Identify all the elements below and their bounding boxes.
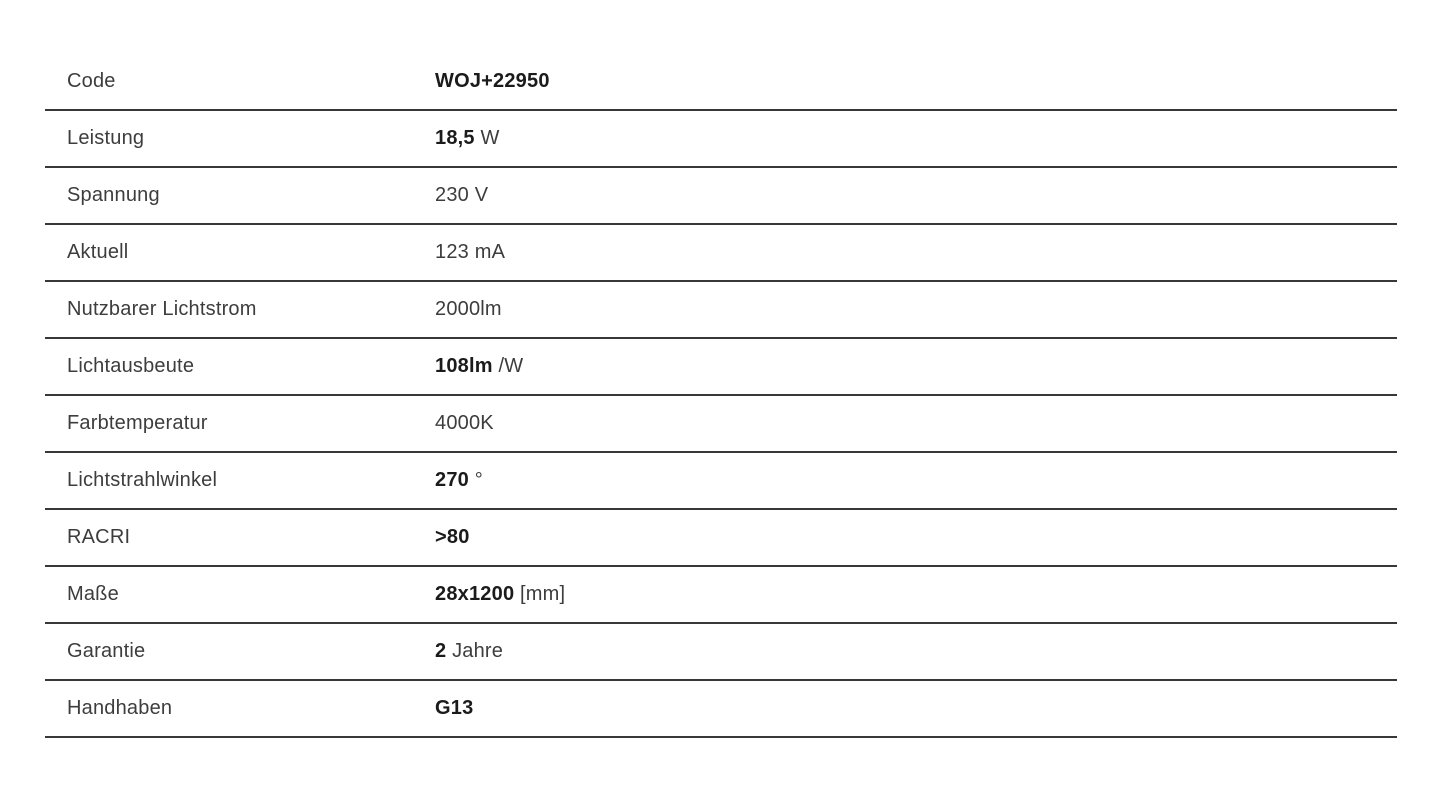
table-row: Nutzbarer Lichtstrom 2000lm	[45, 282, 1397, 339]
spec-value-unit: [mm]	[514, 583, 566, 605]
spec-value: 2000lm	[435, 298, 502, 321]
spec-label: Handhaben	[67, 697, 173, 719]
spec-value-bold: 2	[435, 640, 447, 662]
spec-label: Leistung	[67, 127, 145, 149]
spec-label: Lichtstrahlwinkel	[67, 469, 218, 491]
table-row: Farbtemperatur 4000K	[45, 396, 1397, 453]
spec-value-bold: 270	[435, 469, 469, 491]
spec-value: 270 °	[435, 469, 483, 492]
spec-label: Lichtausbeute	[67, 355, 195, 377]
spec-value-bold: WOJ+22950	[435, 70, 550, 92]
spec-table: Code WOJ+22950 Leistung 18,5 W Spannung …	[45, 54, 1397, 738]
spec-label: Spannung	[67, 184, 160, 206]
spec-value-bold: 108lm	[435, 355, 493, 377]
table-row: Code WOJ+22950	[45, 54, 1397, 111]
spec-value: 2 Jahre	[435, 640, 503, 663]
spec-value-bold: 18,5	[435, 127, 475, 149]
spec-label: Code	[67, 70, 116, 92]
spec-value: 18,5 W	[435, 127, 500, 150]
spec-value: >80	[435, 526, 470, 549]
table-row: Garantie 2 Jahre	[45, 624, 1397, 681]
table-row: Maße 28x1200 [mm]	[45, 567, 1397, 624]
spec-value: G13	[435, 697, 473, 720]
spec-value-unit: 2000lm	[435, 298, 502, 320]
spec-label: RACRI	[67, 526, 131, 548]
table-row: Spannung 230 V	[45, 168, 1397, 225]
spec-value: 108lm /W	[435, 355, 523, 378]
spec-value-bold: >80	[435, 526, 470, 548]
spec-value-unit: 4000K	[435, 412, 494, 434]
table-row: Handhaben G13	[45, 681, 1397, 738]
spec-label: Maße	[67, 583, 119, 605]
spec-value: WOJ+22950	[435, 70, 550, 93]
table-row: Lichtstrahlwinkel 270 °	[45, 453, 1397, 510]
spec-value: 28x1200 [mm]	[435, 583, 565, 606]
table-row: Leistung 18,5 W	[45, 111, 1397, 168]
spec-label: Aktuell	[67, 241, 129, 263]
spec-value-unit: /W	[492, 355, 524, 377]
spec-label: Nutzbarer Lichtstrom	[67, 298, 257, 320]
spec-value-unit: 123 mA	[435, 241, 506, 263]
table-row: Lichtausbeute 108lm /W	[45, 339, 1397, 396]
spec-value: 4000K	[435, 412, 494, 435]
spec-value-unit: °	[468, 469, 483, 491]
spec-value-bold: G13	[435, 697, 474, 719]
spec-value-unit: Jahre	[446, 640, 504, 662]
spec-label: Garantie	[67, 640, 146, 662]
spec-value: 230 V	[435, 184, 488, 207]
spec-label: Farbtemperatur	[67, 412, 208, 434]
spec-value: 123 mA	[435, 241, 505, 264]
table-row: RACRI >80	[45, 510, 1397, 567]
spec-value-unit: W	[474, 127, 500, 149]
spec-value-bold: 28x1200	[435, 583, 515, 605]
table-row: Aktuell 123 mA	[45, 225, 1397, 282]
spec-value-unit: 230 V	[435, 184, 489, 206]
